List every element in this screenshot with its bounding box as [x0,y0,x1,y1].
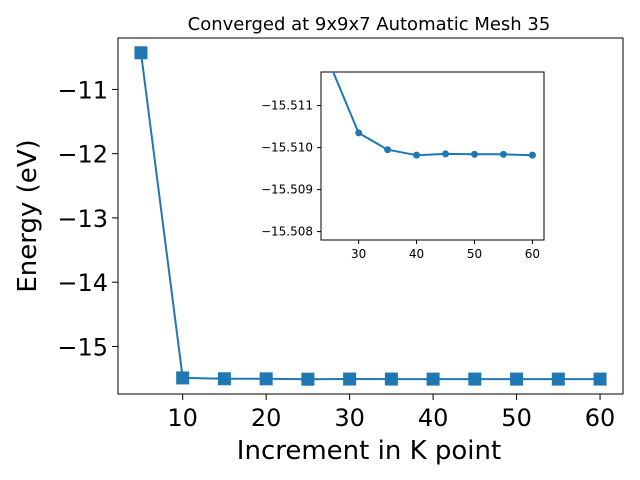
data-point [499,150,507,158]
x-tick-label: 40 [409,247,424,261]
y-tick-label: −14 [57,269,108,297]
y-tick-label: −15.511 [261,99,313,113]
data-point [384,146,392,154]
x-tick-label: 30 [351,247,366,261]
data-point [343,372,357,386]
x-tick-label: 50 [467,247,482,261]
data-point [442,150,450,158]
series-line [140,52,600,381]
data-point [301,372,315,386]
data-point [510,372,524,386]
data-point [528,151,536,159]
data-point [468,372,482,386]
data-point [134,46,148,60]
data-point [355,129,363,137]
y-tick-label: −13 [57,205,108,233]
inset-axis-ticks: 30 40 50 60 −15.511 −15.510 −15.509 −15.508 [261,99,540,261]
main-axis-ticks: 10 20 30 40 50 60 −11 −12 −13 −14 −15 [57,76,615,432]
data-point [176,371,190,385]
x-tick-label: 30 [334,404,365,432]
inset-series [332,72,536,159]
y-tick-label: −15.509 [261,183,313,197]
chart-title: Converged at 9x9x7 Automatic Mesh 35 [188,14,551,35]
x-tick-label: 10 [167,404,198,432]
main-series [134,46,607,386]
x-tick-label: 60 [585,404,616,432]
data-point [259,372,273,386]
data-point [551,372,565,386]
x-axis-label: Increment in K point [237,436,501,466]
y-tick-label: −15.508 [261,225,313,239]
inset-plot: 30 40 50 60 −15.511 −15.510 −15.509 −15.508 [261,71,545,261]
data-point [217,372,231,386]
data-point [426,372,440,386]
y-tick-label: −12 [57,141,108,169]
inset-plot-frame [320,71,545,241]
x-tick-label: 60 [525,247,540,261]
data-point [470,150,478,158]
y-tick-label: −11 [57,76,108,104]
x-tick-label: 40 [418,404,449,432]
y-tick-label: −15 [57,333,108,361]
data-point [384,372,398,386]
data-point [413,151,421,159]
y-tick-label: −15.510 [261,141,313,155]
y-axis-label: Energy (eV) [13,139,43,292]
data-point [593,372,607,386]
x-tick-label: 20 [251,404,282,432]
x-tick-label: 50 [501,404,532,432]
series-line [332,72,533,157]
